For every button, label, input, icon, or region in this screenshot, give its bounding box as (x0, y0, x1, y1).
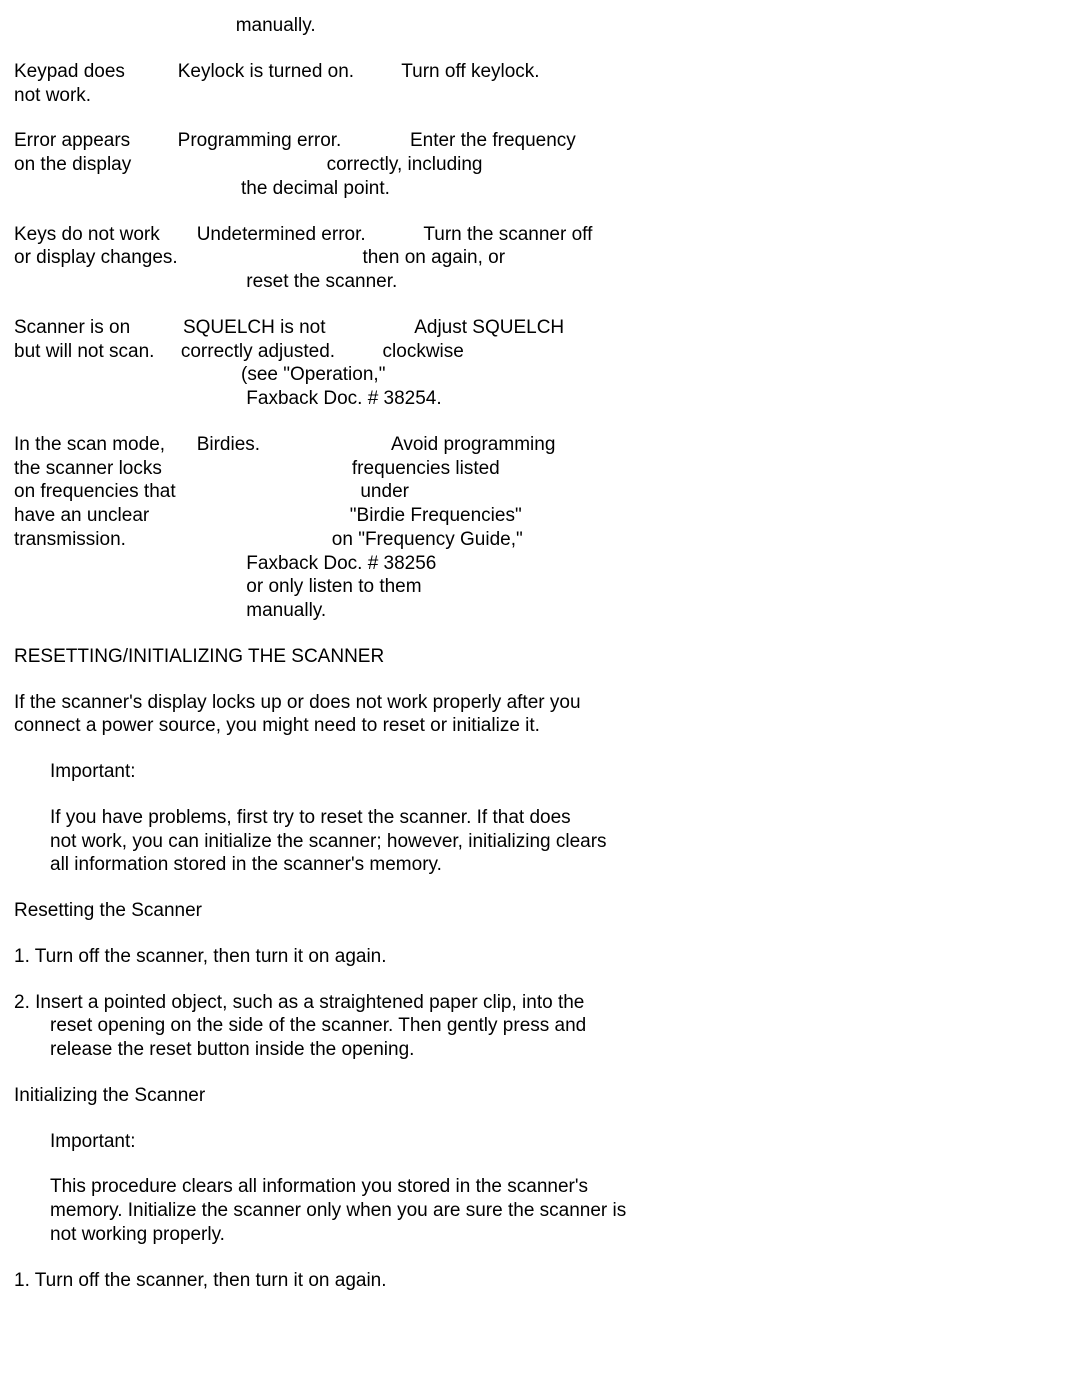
troubleshoot-row: Keypad does Keylock is turned on. Turn o… (14, 60, 1066, 108)
reset-step-2: 2. Insert a pointed object, such as a st… (14, 991, 1066, 1062)
important-note-1: If you have problems, first try to reset… (14, 806, 1066, 877)
init-step-1: 1. Turn off the scanner, then turn it on… (14, 1269, 1066, 1293)
troubleshoot-row: Scanner is on SQUELCH is not Adjust SQUE… (14, 316, 1066, 411)
top-fragment: manually. (14, 14, 1066, 38)
text-line: memory. Initialize the scanner only when… (50, 1199, 1066, 1223)
troubleshoot-table: Keypad does Keylock is turned on. Turn o… (14, 60, 1066, 623)
text-line: not working properly. (50, 1223, 1066, 1247)
important-label-2: Important: (14, 1130, 1066, 1154)
important-label: Important: (14, 760, 1066, 784)
reset-intro-paragraph: If the scanner's display locks up or doe… (14, 691, 1066, 739)
troubleshoot-row: In the scan mode, Birdies. Avoid program… (14, 433, 1066, 623)
subheading-initializing: Initializing the Scanner (14, 1084, 1066, 1108)
text-line: If the scanner's display locks up or doe… (14, 691, 1066, 715)
section-heading-resetting-initializing: RESETTING/INITIALIZING THE SCANNER (14, 645, 1066, 669)
text-line: If you have problems, first try to reset… (50, 806, 1066, 830)
troubleshoot-row: Error appears Programming error. Enter t… (14, 129, 1066, 200)
important-note-2: This procedure clears all information yo… (14, 1175, 1066, 1246)
reset-step-1: 1. Turn off the scanner, then turn it on… (14, 945, 1066, 969)
troubleshoot-row: Keys do not work Undetermined error. Tur… (14, 223, 1066, 294)
text-line: This procedure clears all information yo… (50, 1175, 1066, 1199)
text-line: reset opening on the side of the scanner… (14, 1014, 1066, 1038)
text-line: 2. Insert a pointed object, such as a st… (14, 991, 1066, 1015)
subheading-resetting: Resetting the Scanner (14, 899, 1066, 923)
text-line: connect a power source, you might need t… (14, 714, 1066, 738)
text-line: release the reset button inside the open… (14, 1038, 1066, 1062)
text-line: not work, you can initialize the scanner… (50, 830, 1066, 854)
text-line: all information stored in the scanner's … (50, 853, 1066, 877)
